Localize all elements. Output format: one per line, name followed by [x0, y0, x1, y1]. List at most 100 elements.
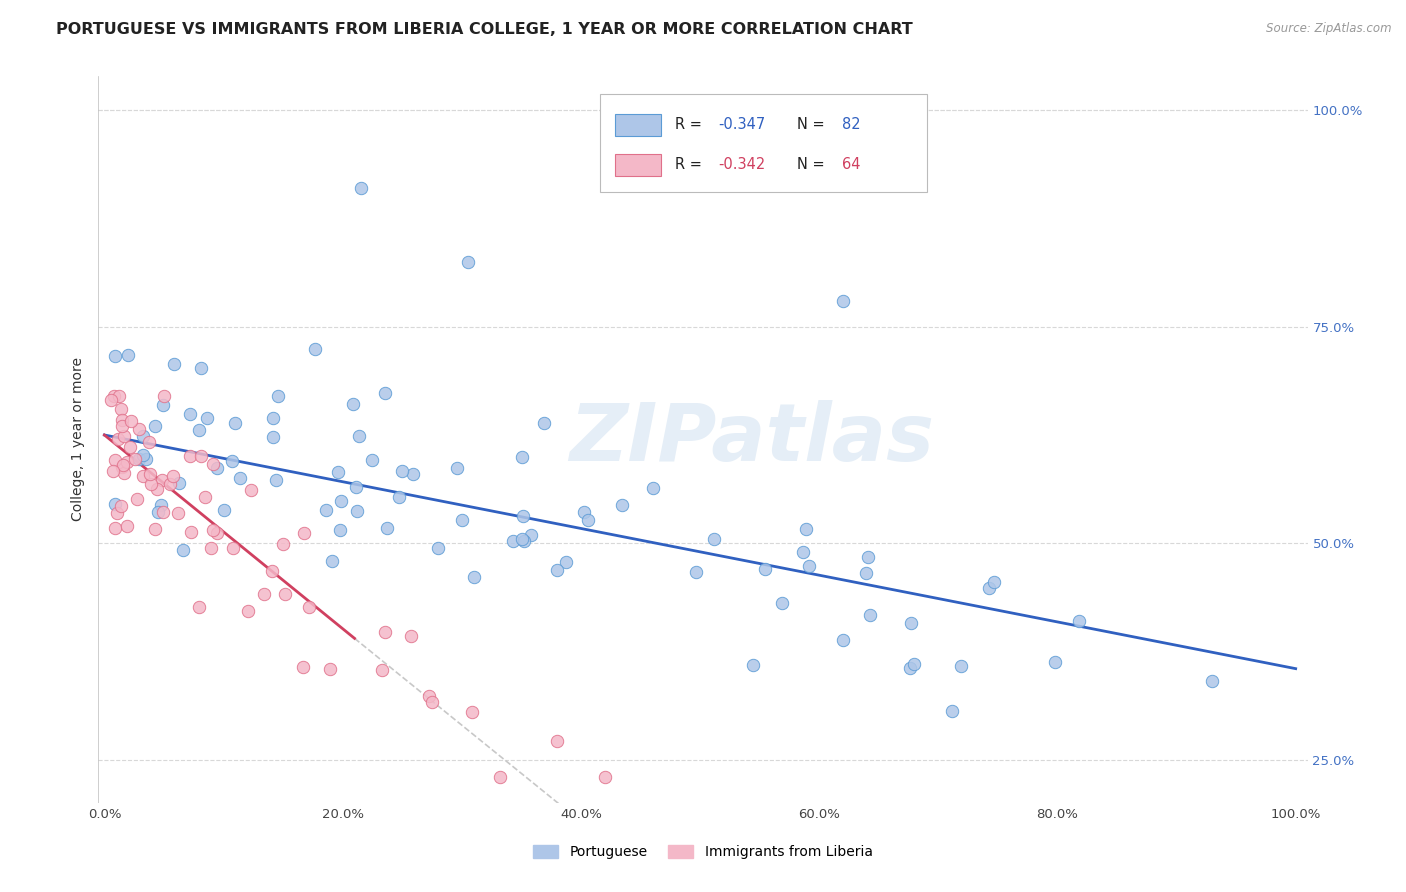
Point [329, 523, 352, 537]
Point [152, 389, 174, 403]
Point [1045, 655, 1067, 669]
Point [510, 450, 533, 465]
Point [859, 607, 882, 622]
Point [201, 457, 224, 471]
Point [229, 471, 252, 485]
Point [420, 695, 443, 709]
Point [349, 181, 371, 195]
Point [104, 521, 127, 535]
Point [319, 662, 342, 676]
Point [128, 451, 150, 466]
Text: N =: N = [797, 117, 830, 132]
Point [555, 555, 578, 569]
Point [1201, 674, 1223, 689]
Text: -0.342: -0.342 [718, 157, 766, 172]
Point [146, 482, 169, 496]
Point [162, 469, 184, 483]
Text: 64: 64 [842, 157, 860, 172]
Text: R =: R = [675, 157, 707, 172]
Point [342, 396, 364, 410]
Point [374, 624, 396, 639]
Point [150, 473, 173, 487]
Point [221, 453, 243, 467]
Text: ZIPatlas: ZIPatlas [569, 401, 934, 478]
Point [128, 422, 150, 436]
Point [100, 392, 122, 407]
Point [463, 570, 485, 584]
Point [253, 587, 276, 601]
Point [152, 398, 174, 412]
Point [903, 657, 925, 671]
Point [292, 525, 315, 540]
Point [315, 503, 337, 517]
Point [105, 506, 128, 520]
Point [264, 473, 287, 487]
Point [321, 554, 343, 568]
Point [546, 734, 568, 748]
Point [489, 770, 512, 784]
Point [132, 448, 155, 462]
Point [572, 505, 595, 519]
Point [610, 498, 633, 512]
Point [132, 469, 155, 483]
Point [205, 461, 228, 475]
Point [418, 689, 440, 703]
Point [104, 453, 127, 467]
Point [200, 541, 222, 555]
FancyBboxPatch shape [600, 94, 927, 192]
Point [110, 401, 132, 416]
Point [402, 467, 425, 482]
Point [703, 532, 725, 546]
Point [104, 497, 127, 511]
Point [125, 491, 148, 506]
Point [112, 458, 135, 473]
Point [190, 360, 212, 375]
Point [121, 414, 143, 428]
Point [370, 663, 392, 677]
Point [533, 416, 555, 430]
Point [273, 537, 295, 551]
Point [401, 629, 423, 643]
Point [346, 504, 368, 518]
Point [375, 521, 398, 535]
Point [685, 565, 707, 579]
Point [135, 452, 157, 467]
Point [460, 705, 482, 719]
Point [388, 490, 411, 504]
Point [103, 389, 125, 403]
Point [754, 562, 776, 576]
Point [262, 410, 284, 425]
Point [112, 428, 135, 442]
Point [167, 475, 190, 490]
Y-axis label: College, 1 year or more: College, 1 year or more [72, 358, 86, 521]
Point [949, 659, 972, 673]
Point [1069, 614, 1091, 628]
Point [274, 586, 297, 600]
Point [145, 522, 167, 536]
Point [262, 564, 284, 578]
FancyBboxPatch shape [614, 114, 661, 136]
Point [502, 533, 524, 548]
Point [159, 476, 181, 491]
Point [172, 543, 194, 558]
Point [143, 419, 166, 434]
Point [111, 418, 134, 433]
Point [101, 464, 124, 478]
Point [770, 595, 793, 609]
Text: PORTUGUESE VS IMMIGRANTS FROM LIBERIA COLLEGE, 1 YEAR OR MORE CORRELATION CHART: PORTUGUESE VS IMMIGRANTS FROM LIBERIA CO… [56, 22, 912, 37]
Point [643, 482, 665, 496]
Point [207, 526, 229, 541]
Point [510, 532, 533, 546]
Point [546, 563, 568, 577]
Point [983, 574, 1005, 589]
Point [138, 467, 160, 482]
Point [267, 389, 290, 403]
Point [941, 704, 963, 718]
Point [190, 450, 212, 464]
Point [457, 255, 479, 269]
Point [855, 566, 877, 580]
Point [108, 389, 131, 403]
Point [222, 541, 245, 555]
Point [832, 293, 855, 308]
Point [167, 506, 190, 520]
